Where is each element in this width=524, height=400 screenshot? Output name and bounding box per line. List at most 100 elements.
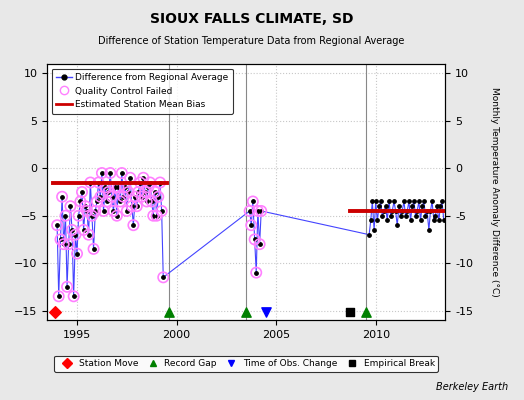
Point (94, 179, 103, 186)
Point (388, 208, 397, 214)
Point (395, 203, 403, 210)
Point (148, 198, 156, 205)
Point (139, 174, 148, 181)
Point (71, 232, 80, 238)
Point (383, 217, 391, 224)
Point (159, 274, 168, 280)
Point (93, 198, 101, 205)
Point (91, 208, 100, 214)
Point (116, 198, 124, 205)
Point (156, 179, 164, 186)
Point (151, 189, 159, 195)
Point (128, 203, 136, 210)
Point (119, 194, 128, 200)
Point (88, 212, 96, 219)
Point (78, 189, 86, 195)
Point (131, 194, 139, 200)
Point (417, 217, 425, 224)
Point (103, 198, 111, 205)
Point (423, 208, 431, 214)
Point (73, 250, 81, 257)
Point (254, 208, 262, 214)
Point (154, 194, 162, 200)
Point (152, 212, 161, 219)
Point (255, 241, 264, 247)
Point (249, 198, 257, 205)
Point (131, 194, 139, 200)
Point (123, 208, 131, 214)
Point (104, 189, 113, 195)
Point (90, 246, 98, 252)
Point (66, 203, 74, 210)
Point (137, 194, 146, 200)
Point (420, 198, 428, 205)
Point (111, 184, 119, 190)
Point (430, 217, 438, 224)
Point (427, 208, 435, 214)
Point (377, 198, 385, 205)
Point (53, 222, 61, 228)
Point (257, 208, 265, 214)
Point (391, 208, 400, 214)
Point (68, 227, 77, 233)
Point (124, 189, 133, 195)
Point (146, 179, 154, 186)
Point (84, 232, 93, 238)
Point (53, 222, 61, 228)
Point (126, 174, 134, 181)
Point (91, 208, 100, 214)
Point (148, 198, 156, 205)
Point (144, 184, 152, 190)
Point (381, 203, 390, 210)
Point (242, 309, 250, 316)
Point (245, 208, 254, 214)
Point (401, 212, 410, 219)
Point (436, 203, 444, 210)
Point (375, 203, 383, 210)
Point (96, 194, 104, 200)
Point (61, 212, 70, 219)
Point (141, 189, 149, 195)
Point (362, 309, 370, 316)
Point (410, 198, 418, 205)
Point (97, 170, 106, 176)
Point (74, 212, 83, 219)
Point (86, 179, 94, 186)
Point (158, 208, 166, 214)
Point (252, 269, 260, 276)
Point (119, 194, 128, 200)
Point (141, 189, 149, 195)
Y-axis label: Monthly Temperature Anomaly Difference (°C): Monthly Temperature Anomaly Difference (… (490, 87, 499, 297)
Point (73, 250, 81, 257)
Point (433, 203, 441, 210)
Point (70, 293, 78, 300)
Point (88, 212, 96, 219)
Point (407, 217, 415, 224)
Point (61, 212, 70, 219)
Point (118, 170, 126, 176)
Point (421, 212, 430, 219)
Point (84, 232, 93, 238)
Point (108, 194, 116, 200)
Point (113, 212, 121, 219)
Point (400, 198, 408, 205)
Point (58, 194, 67, 200)
Point (143, 198, 151, 205)
Point (60, 241, 68, 247)
Point (124, 189, 133, 195)
Point (146, 179, 154, 186)
Point (255, 241, 264, 247)
Point (78, 189, 86, 195)
Point (386, 212, 395, 219)
Point (121, 184, 129, 190)
Point (111, 184, 119, 190)
Point (106, 170, 114, 176)
Point (63, 284, 71, 290)
Point (121, 184, 129, 190)
Legend: Station Move, Record Gap, Time of Obs. Change, Empirical Break: Station Move, Record Gap, Time of Obs. C… (54, 356, 438, 372)
Point (51, 309, 59, 316)
Point (262, 309, 270, 316)
Point (403, 208, 411, 214)
Point (116, 198, 124, 205)
Point (249, 198, 257, 205)
